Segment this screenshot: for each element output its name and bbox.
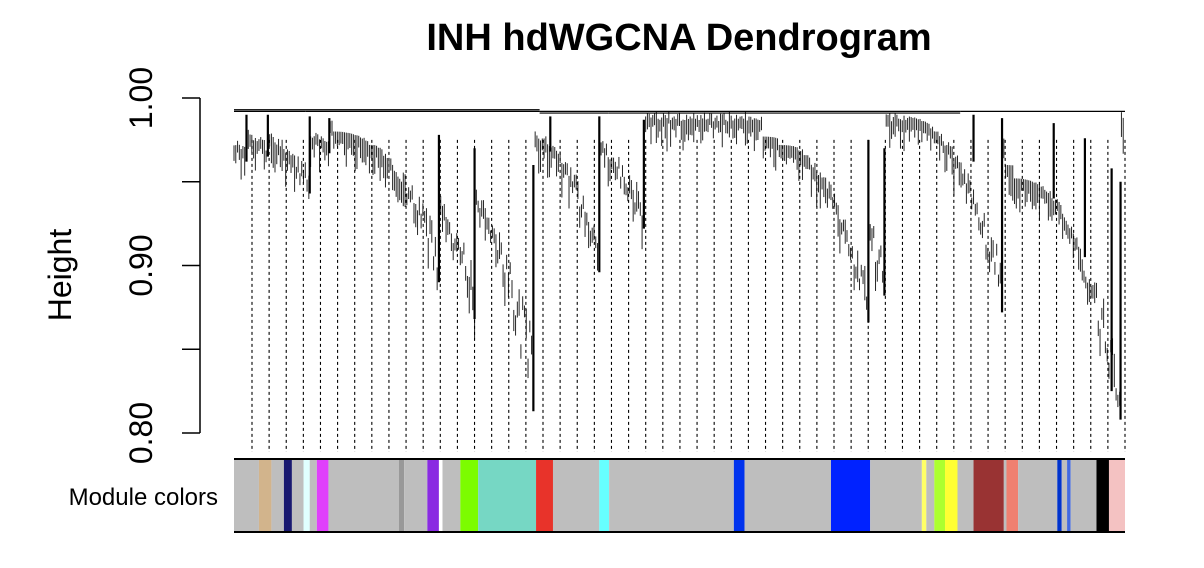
module-color-segment	[442, 459, 461, 532]
module-color-segment	[1006, 459, 1019, 532]
module-color-segment	[934, 459, 946, 532]
module-color-segment	[1070, 459, 1097, 532]
module-color-segment	[404, 459, 428, 532]
leaf-branches	[233, 111, 1124, 408]
module-color-segment	[1067, 459, 1071, 532]
module-color-segment	[609, 459, 734, 532]
module-color-segment	[478, 459, 537, 532]
module-color-segment	[957, 459, 974, 532]
module-color-segment	[1108, 459, 1125, 532]
module-colors-label: Module colors	[69, 484, 218, 511]
module-color-segment	[536, 459, 553, 532]
module-color-segment	[1003, 459, 1007, 532]
dendrogram-tree	[233, 109, 1125, 420]
module-color-segment	[328, 459, 399, 532]
module-color-segment	[427, 459, 439, 532]
module-color-segment	[926, 459, 935, 532]
module-color-segment	[870, 459, 922, 532]
module-color-segment	[291, 459, 304, 532]
chart-title: INH hdWGCNA Dendrogram	[426, 17, 931, 59]
y-axis-label: Height	[42, 229, 78, 322]
dashed-guide-lines	[251, 139, 1126, 452]
y-axis: 0.80 0.90 1.00	[123, 67, 201, 464]
module-color-segment	[303, 459, 310, 532]
y-tick-label: 1.00	[123, 67, 159, 129]
module-color-segment	[744, 459, 831, 532]
module-color-segment	[1018, 459, 1058, 532]
module-color-segment	[733, 459, 745, 532]
module-color-segment	[316, 459, 329, 532]
module-color-segment	[552, 459, 600, 532]
module-color-segment	[830, 459, 871, 532]
module-color-segment	[599, 459, 610, 532]
module-color-segment	[309, 459, 317, 532]
module-color-segment	[438, 459, 443, 532]
y-tick-label: 0.80	[123, 402, 159, 464]
module-color-segment	[460, 459, 479, 532]
module-color-segment	[1061, 459, 1068, 532]
module-color-segment	[1057, 459, 1062, 532]
module-color-segment	[283, 459, 292, 532]
module-color-segment	[945, 459, 958, 532]
module-color-segment	[921, 459, 927, 532]
module-color-segment	[271, 459, 284, 532]
module-color-segment	[1096, 459, 1109, 532]
module-color-segment	[973, 459, 1004, 532]
module-color-segment	[258, 459, 272, 532]
module-color-segment	[398, 459, 405, 532]
module-color-bar	[234, 458, 1125, 533]
y-tick-label: 0.90	[123, 234, 159, 296]
module-color-segment	[234, 459, 259, 532]
